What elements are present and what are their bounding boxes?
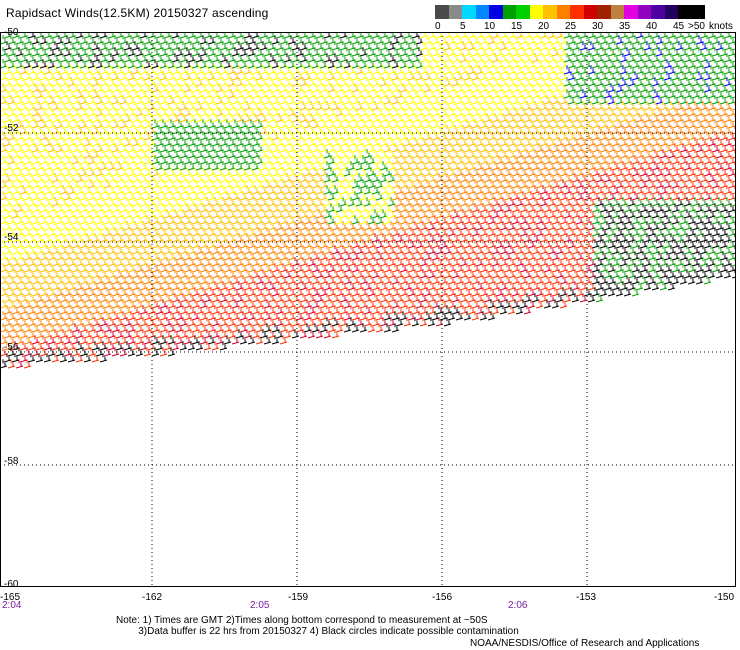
legend-swatch-10: [570, 5, 584, 19]
chart-title: Rapidsact Winds(12.5KM) 20150327 ascendi…: [6, 6, 269, 20]
legend-swatch-15: [637, 5, 651, 19]
time-label-0204: 2:04: [2, 600, 22, 611]
legend-swatch-18: [678, 5, 692, 19]
legend-tick-45: 45: [673, 21, 685, 32]
legend-tick-35: 35: [619, 21, 631, 32]
footnotes: Note: 1) Times are GMT 2)Times along bot…: [116, 615, 519, 637]
legend-swatch-19: [691, 5, 705, 19]
lat-label-56: -56: [4, 342, 19, 353]
legend-tick-15: 15: [511, 21, 523, 32]
lon-label-150: -150: [714, 592, 735, 603]
lon-label-159: -159: [288, 592, 309, 603]
time-label-0205: 2:05: [250, 600, 270, 611]
legend-swatch-12: [597, 5, 611, 19]
footnote-line-2: 3)Data buffer is 22 hrs from 20150327 4)…: [116, 626, 519, 637]
lon-label-165: -165: [0, 592, 21, 603]
wind-barb-field: [0, 32, 736, 587]
lat-label-58: -58: [4, 456, 19, 467]
legend-tick-30: 30: [592, 21, 604, 32]
wind-speed-legend: 0 5 10 15 20 25 30 35 40 45 >50 knots: [435, 5, 735, 33]
lat-label-60: -60: [4, 579, 19, 590]
legend-tick-10: 10: [484, 21, 496, 32]
credit-line: NOAA/NESDIS/Office of Research and Appli…: [470, 638, 700, 649]
legend-tick-0: 0: [435, 21, 441, 32]
lon-label-156: -156: [432, 592, 453, 603]
map-frame: [0, 32, 736, 587]
legend-unit: knots: [709, 21, 733, 32]
legend-swatch-5: [502, 5, 516, 19]
time-label-0206: 2:06: [508, 600, 528, 611]
lat-label-52: -52: [4, 123, 19, 134]
legend-swatch-1: [448, 5, 462, 19]
legend-tick-40: 40: [646, 21, 658, 32]
legend-swatch-16: [651, 5, 665, 19]
legend-swatch-13: [610, 5, 624, 19]
lat-label-54: -54: [4, 232, 19, 243]
lat-lon-grid: [0, 32, 736, 587]
legend-swatch-2: [462, 5, 476, 19]
legend-tick-20: 20: [538, 21, 550, 32]
legend-swatch-9: [556, 5, 570, 19]
legend-tick-5: 5: [460, 21, 466, 32]
wind-barbs: [0, 32, 736, 369]
legend-swatch-7: [529, 5, 543, 19]
wind-map: [0, 32, 736, 587]
legend-tick-50: >50: [688, 21, 705, 32]
legend-swatch-4: [489, 5, 503, 19]
footnote-line-1: Note: 1) Times are GMT 2)Times along bot…: [116, 615, 488, 626]
legend-swatch-11: [583, 5, 597, 19]
legend-color-bar: [435, 5, 705, 19]
legend-swatch-3: [475, 5, 489, 19]
legend-tick-25: 25: [565, 21, 577, 32]
lon-label-153: -153: [576, 592, 597, 603]
legend-swatch-6: [516, 5, 530, 19]
legend-swatch-17: [664, 5, 678, 19]
legend-swatch-8: [543, 5, 557, 19]
legend-swatch-0: [435, 5, 449, 19]
lon-label-162: -162: [142, 592, 163, 603]
lat-label-50: -50: [4, 27, 19, 38]
legend-swatch-14: [624, 5, 638, 19]
